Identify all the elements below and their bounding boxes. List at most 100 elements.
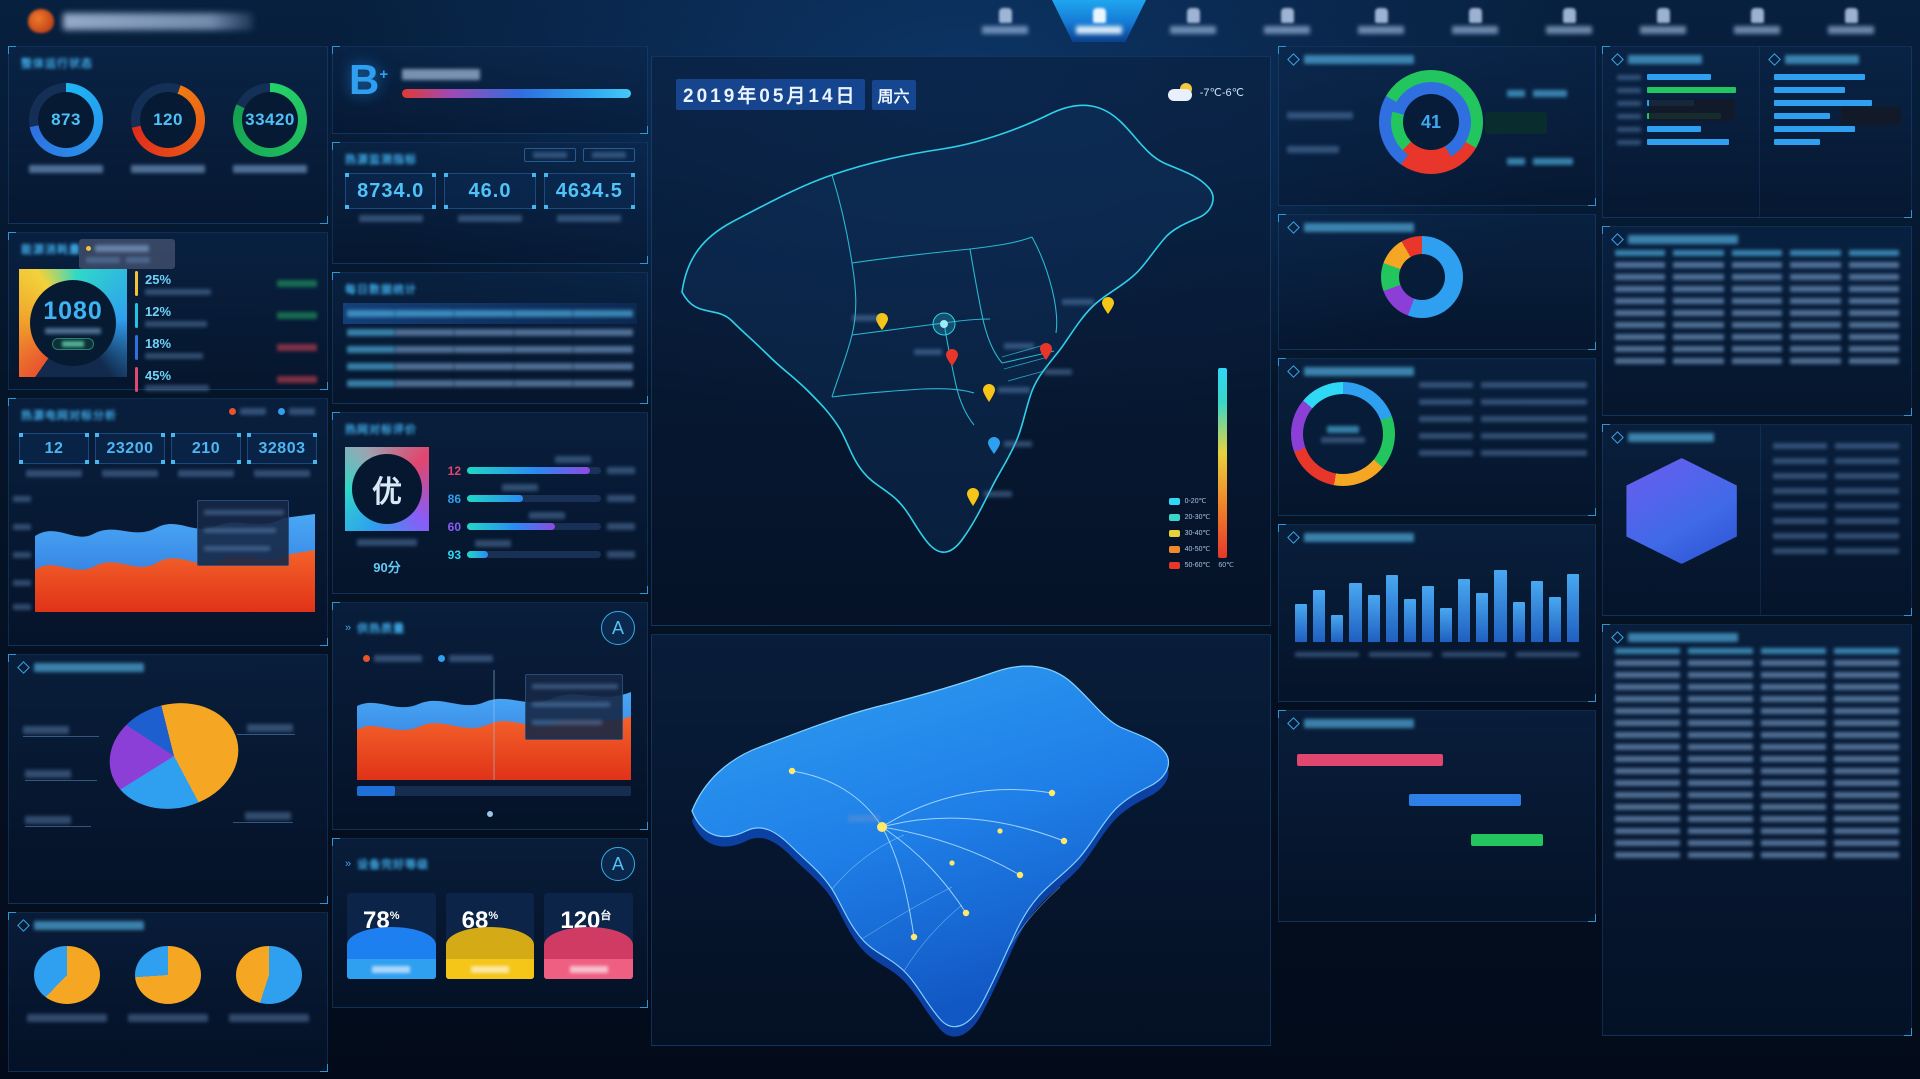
donut-chart-widget[interactable]	[1279, 232, 1595, 328]
pie-label	[228, 1014, 309, 1022]
map-pin-qiaoxi[interactable]	[944, 349, 960, 372]
panel-flow-map[interactable]	[651, 634, 1271, 1046]
horizontal-bar-chart[interactable]	[1760, 64, 1912, 155]
heat-stat-1[interactable]: 46.0	[444, 173, 536, 227]
list-item[interactable]	[1773, 473, 1899, 479]
stat-value: 12	[44, 440, 64, 457]
table-row[interactable]	[343, 375, 637, 392]
progress-bar[interactable]	[1409, 794, 1521, 806]
score-bar-2[interactable]: 60	[441, 512, 635, 534]
nav-item-3[interactable]	[1146, 0, 1240, 42]
list-item[interactable]	[1419, 416, 1587, 422]
chart-tooltip	[197, 500, 289, 566]
list-item[interactable]	[1773, 518, 1899, 524]
panel-temperature-map[interactable]: 2019年05月14日 周六 -7℃-6℃	[651, 56, 1271, 626]
donut-stat-2[interactable]: 33420	[233, 83, 307, 173]
list-item[interactable]	[1773, 443, 1899, 449]
quality-area-chart[interactable]	[357, 670, 631, 780]
device-cards: 78% 68% 120台	[333, 881, 647, 995]
stat-0[interactable]: 12	[19, 433, 89, 482]
map-pin-changan[interactable]	[1038, 343, 1054, 366]
chart-scrollbar[interactable]	[357, 786, 631, 796]
heat-stat-2[interactable]: 4634.5	[543, 173, 635, 227]
list-item[interactable]	[1773, 548, 1899, 554]
panel-title	[1628, 633, 1738, 642]
nav-item-10[interactable]	[1804, 0, 1898, 42]
panel-title	[1628, 235, 1738, 244]
list-item[interactable]	[1419, 382, 1587, 388]
table-row[interactable]	[343, 358, 637, 375]
list-item[interactable]: 18%	[135, 335, 317, 360]
data-grid[interactable]	[1603, 244, 1911, 370]
device-card-1[interactable]: 68%	[445, 893, 535, 979]
right-column-2	[1602, 46, 1912, 1044]
map-pin-xinhua[interactable]	[874, 313, 890, 336]
panel-title: 能源消耗量	[21, 244, 81, 256]
stat-3[interactable]: 32803	[247, 433, 317, 482]
data-grid[interactable]	[1603, 642, 1911, 864]
panel-device-condition: » 设备完好等级 A 78% 68% 120台	[332, 838, 648, 1008]
mini-pie-0[interactable]	[27, 946, 108, 1022]
carousel-dots[interactable]	[333, 804, 647, 822]
nav-item-8[interactable]	[1616, 0, 1710, 42]
score-bar-0[interactable]: 12	[441, 456, 635, 478]
mini-pie-2[interactable]	[228, 946, 309, 1022]
list-item[interactable]	[1773, 458, 1899, 464]
temperature-area-chart[interactable]	[13, 492, 315, 612]
nav-item-6[interactable]	[1428, 0, 1522, 42]
list-item[interactable]: 25%	[135, 271, 317, 296]
map-pin-zhengding[interactable]	[1100, 297, 1116, 320]
nav-item-1[interactable]	[958, 0, 1052, 42]
chart-legend	[229, 407, 315, 415]
chip-history[interactable]	[583, 148, 635, 162]
map-pin-gaoxin[interactable]	[986, 437, 1002, 460]
list-item[interactable]	[1773, 533, 1899, 539]
stat-1[interactable]: 23200	[95, 433, 165, 482]
nav-item-7[interactable]	[1522, 0, 1616, 42]
device-card-2[interactable]: 120台	[544, 893, 634, 979]
multi-ring-chart[interactable]: 41	[1279, 64, 1595, 184]
list-item[interactable]	[1773, 488, 1899, 494]
list-item[interactable]	[1419, 433, 1587, 439]
hexagon-visual[interactable]	[1626, 458, 1737, 564]
nav-item-9[interactable]	[1710, 0, 1804, 42]
column-bar-chart[interactable]	[1279, 542, 1595, 652]
progress-bar[interactable]	[1470, 834, 1544, 846]
ring-kv-widget[interactable]	[1279, 376, 1595, 496]
list-item[interactable]	[1773, 503, 1899, 509]
donut-chart: 33420	[233, 83, 307, 157]
map-pin-yuhua[interactable]	[980, 383, 998, 408]
nav-item-5[interactable]	[1334, 0, 1428, 42]
stat-label	[26, 470, 82, 477]
stat-2[interactable]: 210	[171, 433, 241, 482]
panel-region-comparison	[1602, 46, 1912, 218]
map-pin-kaifaqu[interactable]	[964, 487, 982, 512]
donut-label	[29, 165, 103, 173]
score-bar-3[interactable]: 93	[441, 540, 635, 562]
donut-stat-1[interactable]: 120	[131, 83, 205, 173]
heat-stat-0[interactable]: 8734.0	[345, 173, 437, 227]
mini-pie-1[interactable]	[127, 946, 208, 1022]
list-item[interactable]: 45%	[135, 367, 317, 392]
score-bar-1[interactable]: 86	[441, 484, 635, 506]
region-map-svg[interactable]	[652, 57, 1272, 627]
chevron-right-icon: »	[345, 858, 352, 870]
list-item[interactable]	[1419, 450, 1587, 456]
nav-item-4[interactable]	[1240, 0, 1334, 42]
progress-bar[interactable]	[1297, 754, 1443, 766]
table-row	[1615, 792, 1899, 798]
score-ring[interactable]: 优	[345, 447, 429, 531]
chip-today[interactable]	[524, 148, 576, 162]
nav-item-2-active[interactable]	[1052, 0, 1146, 42]
user-type-pie[interactable]	[9, 672, 327, 862]
list-item[interactable]	[1419, 399, 1587, 405]
app-logo[interactable]	[0, 9, 300, 33]
energy-gauge[interactable]: 1080	[19, 269, 127, 377]
stat-value: 32803	[258, 440, 306, 457]
legend-item: 40-50℃	[1168, 545, 1210, 553]
donut-stat-0[interactable]: 873	[29, 83, 103, 173]
device-card-0[interactable]: 78%	[347, 893, 436, 979]
table-row[interactable]	[343, 324, 637, 341]
table-row[interactable]	[343, 341, 637, 358]
list-item[interactable]: 12%	[135, 303, 317, 328]
